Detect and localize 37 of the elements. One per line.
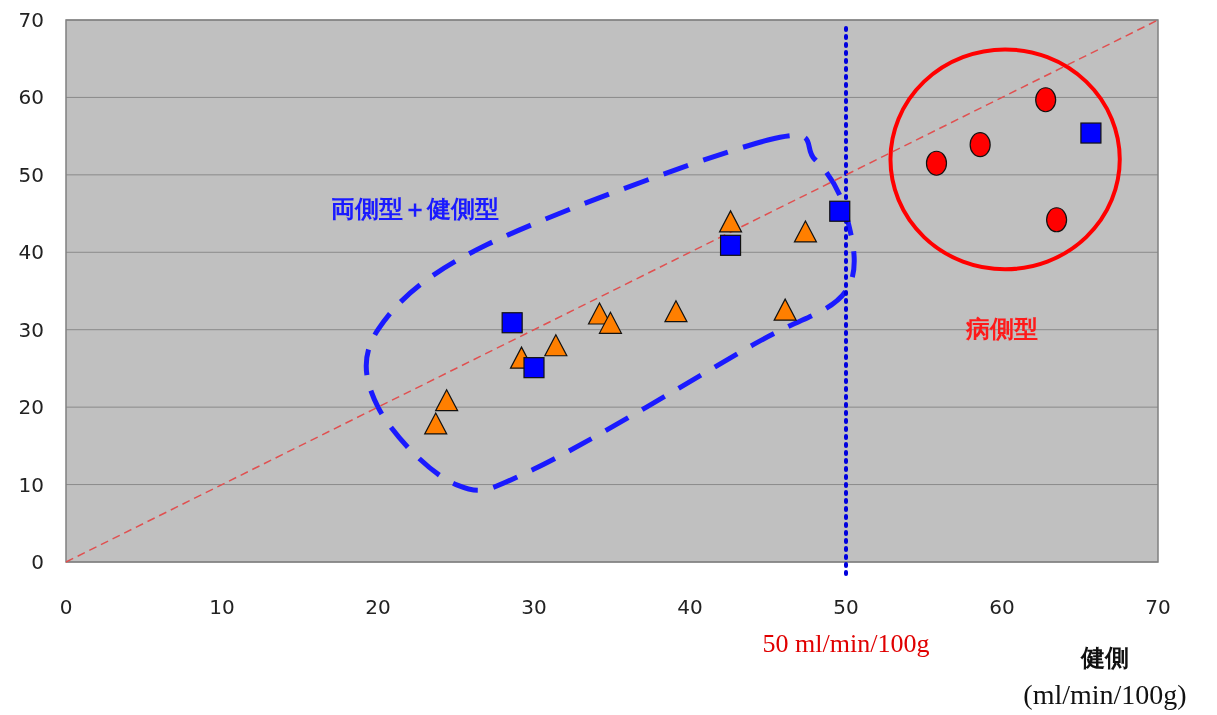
point	[424, 412, 448, 435]
x-tick-label: 50	[833, 595, 859, 619]
x-tick-label: 70	[1145, 595, 1171, 619]
point	[523, 357, 545, 379]
point	[718, 210, 743, 233]
y-tick-label: 30	[18, 317, 44, 342]
y-tick-label: 50	[18, 162, 44, 187]
point	[435, 389, 459, 412]
annotation: 病側型	[965, 315, 1038, 344]
x-tick-label: 0	[59, 595, 73, 619]
point	[969, 132, 991, 158]
y-tick-label: 20	[18, 395, 44, 420]
y-tick-label: 70	[18, 8, 44, 32]
y-tick-label: 10	[18, 472, 44, 497]
x-axis-title: 健側 (ml/min/100g)	[1023, 644, 1187, 710]
annotation: 両側型＋健側型	[331, 195, 500, 224]
x-tick-label: 40	[677, 595, 703, 619]
y-tick-label: 40	[18, 240, 44, 265]
point	[773, 298, 797, 321]
point	[1046, 207, 1068, 233]
point	[1080, 122, 1102, 144]
point	[1035, 87, 1057, 113]
point	[501, 312, 523, 334]
x-tick-label: 30	[521, 595, 547, 619]
point	[793, 220, 818, 243]
point	[664, 300, 688, 323]
ref-line-label: 50 ml/min/100g	[762, 629, 930, 658]
point	[598, 311, 623, 334]
x-tick-label: 20	[365, 595, 391, 619]
point	[544, 334, 568, 357]
y-tick-label: 60	[18, 85, 44, 110]
point	[829, 200, 851, 222]
x-tick-label: 10	[209, 595, 235, 619]
point	[925, 150, 948, 176]
y-tick-label: 0	[31, 550, 44, 574]
x-tick-label: 60	[989, 595, 1015, 619]
point	[719, 234, 742, 256]
